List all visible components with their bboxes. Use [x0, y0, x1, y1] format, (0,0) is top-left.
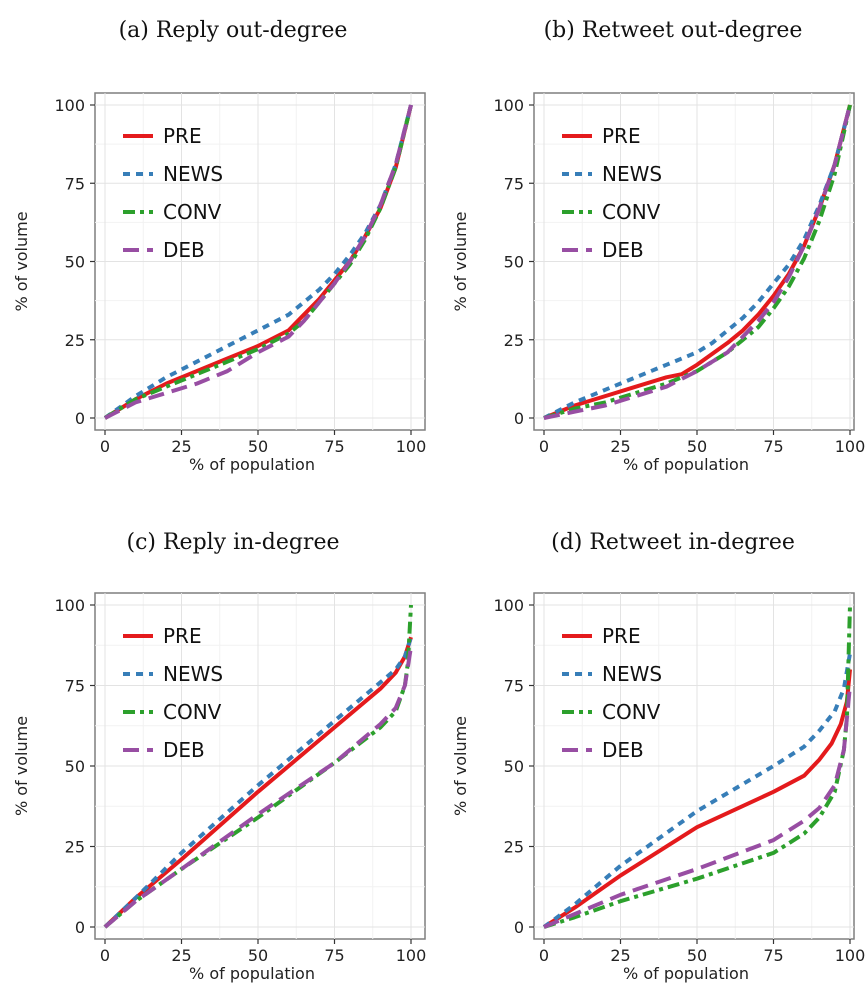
y-tick-label: 25: [65, 331, 85, 350]
legend-label-news: NEWS: [602, 162, 662, 186]
y-tick-label: 0: [75, 918, 85, 937]
legend-label-conv: CONV: [602, 200, 661, 224]
legend-label-pre: PRE: [163, 624, 202, 648]
y-tick-label: 25: [504, 838, 524, 857]
y-tick-label: 0: [75, 409, 85, 428]
x-tick-label: 75: [763, 946, 783, 965]
y-tick-label: 50: [504, 757, 524, 776]
y-tick-label: 75: [65, 677, 85, 696]
chart-panel-reply-out: (a) Reply out-degree 0 25 50 75 100 0 25 50 75 100…: [12, 18, 426, 474]
chart-panel-retweet-in: (d) Retweet in-degree 0 25 50 75 100 0 25 50 75 10…: [451, 530, 865, 983]
x-tick-label: 0: [539, 437, 549, 456]
x-axis-label: % of population: [189, 455, 315, 474]
legend-label-conv: CONV: [602, 700, 661, 724]
series-line-deb: [103, 646, 413, 929]
y-tick-label: 0: [514, 918, 524, 937]
x-tick-label: 100: [835, 946, 866, 965]
chart-legend: PRE NEWS CONV DEB: [123, 624, 223, 762]
y-axis-label: % of volume: [451, 211, 470, 311]
series-line-news: [543, 104, 852, 420]
x-tick-label: 50: [248, 946, 268, 965]
x-tick-label: 0: [539, 946, 549, 965]
series-line-news: [542, 652, 852, 929]
legend-label-conv: CONV: [163, 700, 222, 724]
legend-label-deb: DEB: [163, 238, 205, 262]
y-tick-label: 50: [65, 757, 85, 776]
y-tick-label: 75: [504, 677, 524, 696]
chart-legend: PRE NEWS CONV DEB: [123, 124, 223, 262]
chart-title: (c) Reply in-degree: [127, 530, 340, 555]
x-tick-label: 100: [396, 946, 427, 965]
series-line-news: [103, 104, 413, 420]
y-tick-label: 100: [493, 596, 524, 615]
x-tick-label: 25: [610, 946, 630, 965]
series-line-pre: [542, 669, 852, 929]
legend-label-pre: PRE: [163, 124, 202, 148]
y-tick-label: 100: [493, 96, 524, 115]
y-tick-label: 25: [504, 331, 524, 350]
y-tick-label: 100: [54, 96, 85, 115]
x-axis-label: % of population: [189, 964, 315, 983]
x-tick-label: 100: [396, 437, 427, 456]
x-tick-label: 50: [687, 437, 707, 456]
y-tick-label: 75: [65, 174, 85, 193]
series-line-conv: [543, 104, 852, 420]
y-tick-label: 50: [65, 253, 85, 272]
y-axis-label: % of volume: [12, 211, 31, 311]
x-tick-label: 25: [171, 437, 191, 456]
x-tick-label: 75: [763, 437, 783, 456]
y-tick-label: 100: [54, 596, 85, 615]
y-tick-label: 50: [504, 253, 524, 272]
y-tick-label: 75: [504, 174, 524, 193]
x-tick-label: 0: [100, 437, 110, 456]
chart-panel-retweet-out: (b) Retweet out-degree 0 25 50 75 100 0 25 50 75 1…: [451, 18, 865, 474]
x-tick-label: 0: [100, 946, 110, 965]
y-axis-label: % of volume: [12, 716, 31, 816]
series-line-conv: [103, 604, 413, 929]
legend-label-pre: PRE: [602, 624, 641, 648]
x-tick-label: 75: [324, 437, 344, 456]
legend-label-news: NEWS: [163, 162, 223, 186]
legend-label-conv: CONV: [163, 200, 222, 224]
x-tick-label: 25: [610, 437, 630, 456]
x-tick-label: 25: [171, 946, 191, 965]
chart-title: (d) Retweet in-degree: [551, 530, 795, 555]
legend-label-deb: DEB: [163, 738, 205, 762]
chart-panel-reply-in: (c) Reply in-degree 0 25 50 75 100 0 25 50 75 100%…: [12, 530, 426, 983]
series-line-pre: [103, 636, 413, 929]
y-tick-label: 25: [65, 838, 85, 857]
y-axis-label: % of volume: [451, 716, 470, 816]
legend-label-deb: DEB: [602, 238, 644, 262]
chart-title: (b) Retweet out-degree: [544, 18, 803, 43]
legend-label-deb: DEB: [602, 738, 644, 762]
legend-label-news: NEWS: [163, 662, 223, 686]
x-tick-label: 100: [835, 437, 866, 456]
chart-legend: PRE NEWS CONV DEB: [562, 624, 662, 762]
x-axis-label: % of population: [623, 455, 749, 474]
series-line-conv: [543, 604, 852, 929]
series-line-deb: [543, 685, 852, 929]
series-line-deb: [543, 104, 852, 420]
chart-legend: PRE NEWS CONV DEB: [562, 124, 662, 262]
y-tick-label: 0: [514, 409, 524, 428]
series-line-deb: [104, 104, 413, 420]
legend-label-news: NEWS: [602, 662, 662, 686]
x-axis-label: % of population: [623, 964, 749, 983]
x-tick-label: 50: [248, 437, 268, 456]
x-tick-label: 75: [324, 946, 344, 965]
legend-label-pre: PRE: [602, 124, 641, 148]
chart-title: (a) Reply out-degree: [119, 18, 348, 43]
x-tick-label: 50: [687, 946, 707, 965]
